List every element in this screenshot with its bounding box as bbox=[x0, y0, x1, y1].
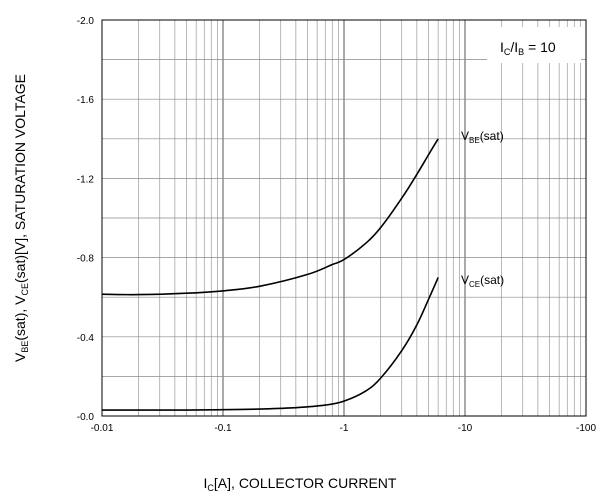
x-axis-label: IC[A], COLLECTOR CURRENT bbox=[204, 475, 397, 493]
y-tick-label: -0.4 bbox=[77, 333, 95, 344]
vce-sat-curve bbox=[102, 277, 439, 411]
condition-label: IC/IB = 10 bbox=[500, 39, 556, 57]
y-axis-label: VBE(sat), VCE(sat)[V], SATURATION VOLTAG… bbox=[12, 74, 30, 362]
grid-lines bbox=[102, 20, 586, 416]
y-tick-label: -1.6 bbox=[77, 95, 95, 106]
series-label-vce: VCE(sat) bbox=[461, 273, 504, 289]
vbe-sat-curve bbox=[101, 138, 439, 296]
series-label-vbe: VBE(sat) bbox=[461, 129, 504, 145]
curves bbox=[101, 138, 439, 411]
x-tick-label: -1 bbox=[340, 423, 349, 434]
x-tick-label: -100 bbox=[576, 423, 596, 434]
x-tick-label: -10 bbox=[458, 423, 473, 434]
x-tick-label: -0.1 bbox=[214, 423, 232, 434]
x-tick-labels: -0.01 -0.1 -1 -10 -100 bbox=[91, 423, 597, 434]
y-tick-label: -2.0 bbox=[77, 16, 95, 27]
y-tick-label: -0.8 bbox=[77, 254, 95, 265]
y-tick-label: -0.0 bbox=[77, 412, 95, 423]
y-tick-label: -1.2 bbox=[77, 174, 95, 185]
condition-box bbox=[487, 27, 581, 63]
plot-frame bbox=[101, 19, 587, 417]
y-tick-labels: -0.0 -0.4 -0.8 -1.2 -1.6 -2.0 bbox=[77, 16, 95, 423]
x-tick-label: -0.01 bbox=[91, 423, 114, 434]
